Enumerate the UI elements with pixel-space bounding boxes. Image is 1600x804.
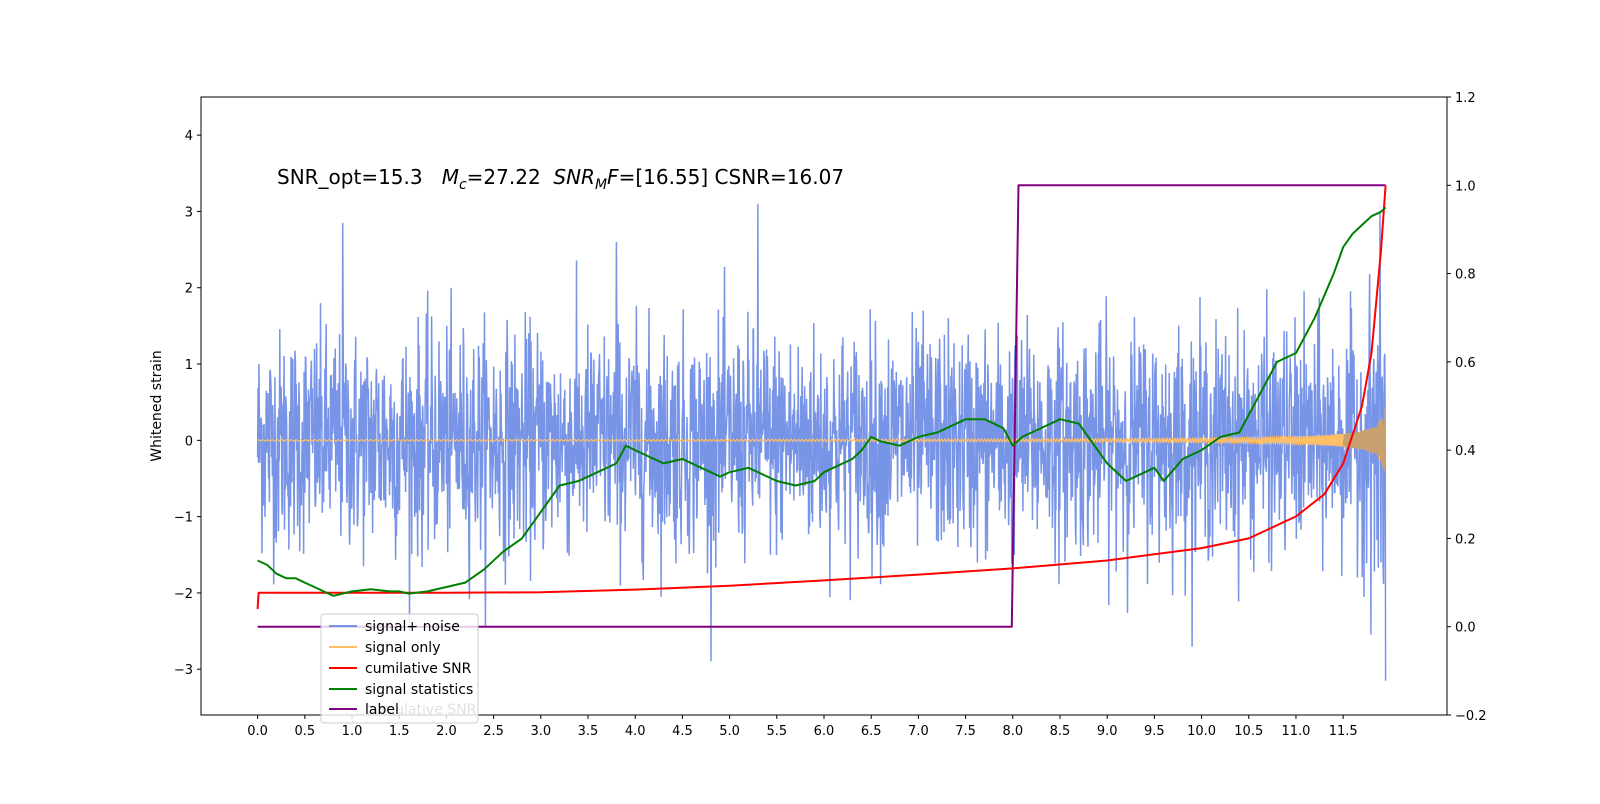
y-tick-label-3: 1 — [185, 358, 193, 373]
x-tick-label-10: 5.0 — [719, 724, 740, 739]
y2-tick-label-3: 0.6 — [1455, 356, 1476, 371]
legend-label-signal-only: signal only — [365, 640, 440, 656]
x-tick-label-14: 7.0 — [908, 724, 929, 739]
x-tick-label-23: 11.5 — [1329, 724, 1358, 739]
series-line-signal-statistics — [257, 206, 1387, 597]
x-tick-label-3: 1.5 — [389, 724, 410, 739]
y2-tick-label-1: 1.0 — [1455, 179, 1476, 194]
y-tick-label-7: −3 — [174, 663, 193, 678]
legend-label-signal-noise: signal+ noise — [365, 619, 460, 635]
series-line-label — [257, 184, 1386, 628]
x-tick-label-22: 11.0 — [1281, 724, 1310, 739]
y2-tick-label-4: 0.4 — [1455, 444, 1476, 459]
x-tick-label-9: 4.5 — [672, 724, 693, 739]
y-tick-label-6: −2 — [174, 587, 193, 602]
y2-axis-ticks: 1.2 1.0 0.8 0.6 0.4 0.2 0.0 −0.2 — [1447, 91, 1487, 724]
title-snrmf-symbol: SNR — [553, 165, 595, 189]
x-tick-label-12: 6.0 — [814, 724, 835, 739]
legend-label-cumulative-snr: cumilative SNR — [365, 661, 472, 677]
y2-tick-label-7: −0.2 — [1455, 709, 1487, 724]
x-tick-label-1: 0.5 — [294, 724, 315, 739]
x-tick-label-16: 8.0 — [1002, 724, 1023, 739]
legend-box — [320, 613, 479, 724]
y-tick-label-0: 4 — [185, 129, 193, 144]
y2-tick-label-5: 0.2 — [1455, 532, 1476, 547]
y-axis-label: Whitened strain — [149, 350, 165, 461]
chart-title: SNR_opt=15.3 Mc=27.22 SNRMF=[16.55] CSNR… — [277, 165, 844, 193]
x-tick-label-19: 9.5 — [1144, 724, 1165, 739]
legend-label-label: label — [365, 702, 399, 718]
title-snrmf-f: F — [607, 165, 619, 189]
x-tick-label-0: 0.0 — [247, 724, 268, 739]
title-mc-value: =27.22 — [467, 165, 554, 189]
series-line-cumulative-snr — [256, 185, 1387, 610]
y-tick-label-1: 3 — [185, 205, 193, 220]
title-snrmf-value: =[16.55] CSNR=16.07 — [619, 165, 845, 189]
x-tick-label-4: 2.0 — [436, 724, 457, 739]
x-tick-label-18: 9.0 — [1097, 724, 1118, 739]
plot-frame — [200, 96, 1448, 716]
legend-ghost-text: cumulative SNR — [365, 702, 477, 718]
y-tick-label-2: 2 — [185, 282, 193, 297]
x-tick-label-13: 6.5 — [861, 724, 882, 739]
x-tick-label-2: 1.0 — [342, 724, 363, 739]
y2-tick-label-0: 1.2 — [1455, 91, 1476, 106]
x-tick-label-5: 2.5 — [483, 724, 504, 739]
y2-tick-label-6: 0.0 — [1455, 621, 1476, 636]
y-tick-label-5: −1 — [174, 511, 193, 526]
title-mc-symbol: M — [442, 165, 459, 189]
x-tick-label-15: 7.5 — [955, 724, 976, 739]
y2-tick-label-2: 0.8 — [1455, 268, 1476, 283]
series-layer — [256, 184, 1387, 681]
legend: cumulative SNR signal+ noise signal only… — [320, 613, 479, 724]
x-tick-label-8: 4.0 — [625, 724, 646, 739]
title-snrmf-subscript: M — [595, 177, 607, 193]
x-axis-ticks: 0.0 0.5 1.0 1.5 2.0 2.5 3.0 3.5 4.0 4.5 5.0 5.5 6.0 6… — [247, 715, 1358, 739]
x-tick-label-20: 10.0 — [1187, 724, 1216, 739]
y-tick-label-4: 0 — [185, 434, 193, 449]
x-tick-label-11: 5.5 — [766, 724, 787, 739]
legend-label-signal-statistics: signal statistics — [365, 682, 473, 698]
series-line-signal-noise — [256, 203, 1387, 681]
x-tick-label-7: 3.5 — [578, 724, 599, 739]
x-tick-label-21: 10.5 — [1234, 724, 1263, 739]
title-mc-subscript: c — [459, 177, 467, 193]
x-tick-label-17: 8.5 — [1050, 724, 1071, 739]
x-tick-label-6: 3.0 — [530, 724, 551, 739]
series-line-signal-only — [257, 407, 1387, 471]
title-part-snr-opt: SNR_opt=15.3 — [277, 165, 442, 189]
y-axis-ticks: 4 3 2 1 0 −1 −2 −3 — [174, 129, 201, 678]
